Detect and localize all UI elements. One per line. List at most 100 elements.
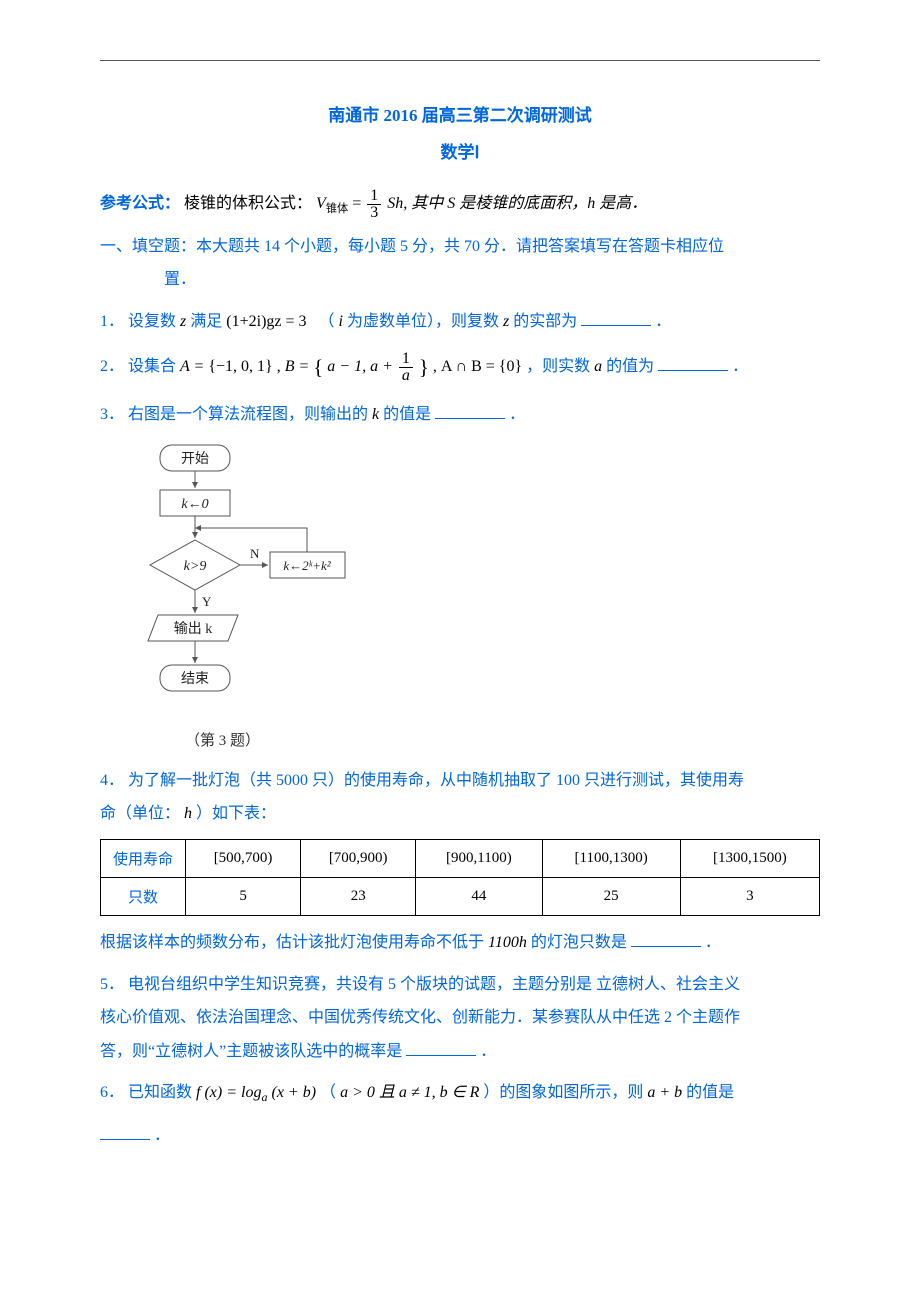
question-5-line1: 5． 电视台组织中学生知识竞赛，共设有 5 个版块的试题，主题分别是 立德树人、… [100,968,820,1002]
q1-num: 1． [100,313,124,330]
q2-setA: {−1, 0, 1} [208,358,272,375]
q1-blank [581,309,651,326]
table-row-header: 使用寿命 [500,700) [700,900) [900,1100) [110… [101,839,820,877]
row1-hdr: 使用寿命 [101,839,186,877]
q6-sub-a: a [261,1091,267,1105]
q4b-pre: 根据该样本的频数分布，估计该批灯泡使用寿命不低于 [100,934,488,951]
q6-arg: (x + b) [271,1084,316,1101]
svg-text:N: N [250,546,260,561]
svg-text:k←2ᵏ+k²: k←2ᵏ+k² [283,558,331,573]
lifespan-table: 使用寿命 [500,700) [700,900) [900,1100) [110… [100,839,820,916]
question-4-line2: 命（单位： h ）如下表： [100,797,820,831]
svg-text:k←0: k←0 [181,497,208,512]
q2-Beq: B = [285,358,314,375]
q5-period: ． [480,1043,496,1060]
q3-text: 右图是一个算法流程图，则输出的 [128,406,372,423]
q2-frac: 1 a [399,351,413,384]
formula-label: 参考公式： [100,195,180,212]
q5-l1: 电视台组织中学生知识竞赛，共设有 5 个版块的试题，主题分别是 立德树人、社会主… [128,976,740,993]
question-2: 2． 设集合 A = {−1, 0, 1} , B = { a − 1, a +… [100,346,820,390]
q2-setB-item1: a − 1, a + [327,358,397,375]
q6-num: 6． [100,1084,124,1101]
q2-blank [658,354,728,371]
q1-mid3: 为虚数单位），则复数 [347,313,503,330]
q2-a: a [594,358,602,375]
q4-num: 4． [100,772,124,789]
q1-mid1: 满足 [190,313,226,330]
q2-num: 2． [100,358,124,375]
eq-sign: = [352,195,365,212]
question-4-line1: 4． 为了解一批灯泡（共 5000 只）的使用寿命，从中随机抽取了 100 只进… [100,764,820,798]
q6-pre: 已知函数 [128,1084,196,1101]
formula-rest: Sh, 其中 S 是棱锥的底面积，h 是高． [387,195,647,212]
q4b-period: ． [705,934,721,951]
q1-tail: 的实部为 [513,313,577,330]
one-third: 1 3 [367,188,381,221]
formula-text-before: 棱锥的体积公式： [184,195,312,212]
question-6-blank-line: ． [100,1119,820,1153]
q2-setB-close: } [419,356,429,379]
q2-c1: , [277,358,285,375]
q1-z: z [180,313,186,330]
q6-cond: a > 0 且 a ≠ 1, b ∈ R [340,1084,479,1101]
question-6: 6． 已知函数 f (x) = loga (x + b) （ a > 0 且 a… [100,1076,820,1110]
section1-heading: 一、填空题：本大题共 14 个小题，每小题 5 分，共 70 分．请把答案填写在… [100,230,820,297]
q5-blank [406,1039,476,1056]
section1-line2: 置． [132,271,196,288]
svg-text:开始: 开始 [181,451,209,467]
q3-period: ． [509,406,525,423]
q4-l2pre: 命（单位： [100,805,180,822]
doc-title: 南通市 2016 届高三第二次调研测试 [100,101,820,126]
row2-hdr: 只数 [101,877,186,915]
doc-subtitle: 数学Ⅰ [100,138,820,163]
q4-l1: 为了解一批灯泡（共 5000 只）的使用寿命，从中随机抽取了 100 只进行测试… [128,772,744,789]
q3-blank [435,402,505,419]
count-3: 25 [542,877,680,915]
count-4: 3 [680,877,819,915]
count-0: 5 [186,877,301,915]
q2-c2: , [433,358,441,375]
q6-period: ． [154,1127,170,1144]
q4-unit: h [184,805,192,822]
q4b-tail: 的灯泡只数是 [531,934,627,951]
q6-popen: （ [320,1084,336,1101]
interval-2: [900,1100) [416,839,542,877]
q2-mid: ，则实数 [526,358,594,375]
interval-3: [1100,1300) [542,839,680,877]
top-rule [100,60,820,61]
svg-text:输出 k: 输出 k [174,621,213,637]
q6-ab: a + b [647,1084,682,1101]
flowchart-svg: 开始 k←0 k>9 N k←2ᵏ+k² Y 输出 k 结束 [110,440,350,720]
q1-pre: 设复数 [128,313,180,330]
q1-expr: (1+2i)gz = 3 [226,313,306,330]
cone-V: V [316,195,326,212]
q2-tail: 的值为 [606,358,654,375]
cone-sub: 锥体 [326,203,348,215]
q2-setB-open: { [313,356,323,379]
q2-Aeq: A = [180,358,208,375]
formula-reference: 参考公式： 棱锥的体积公式： V锥体 = 1 3 Sh, 其中 S 是棱锥的底面… [100,187,820,222]
q2-pre: 设集合 [128,358,180,375]
q3-num: 3． [100,406,124,423]
question-4b: 根据该样本的频数分布，估计该批灯泡使用寿命不低于 1100h 的灯泡只数是 ． [100,926,820,960]
q4b-blank [631,930,701,947]
q1-mid2: （ [311,313,335,330]
q5-l3pre: 答，则“立德树人”主题被该队选中的概率是 [100,1043,402,1060]
count-2: 44 [416,877,542,915]
q2-inter: A ∩ B = {0} [441,358,522,375]
section1-line1: 一、填空题：本大题共 14 个小题，每小题 5 分，共 70 分．请把答案填写在… [100,238,724,255]
q6-tail: 的值是 [686,1084,734,1101]
svg-text:k>9: k>9 [184,559,207,574]
q6-blank [100,1126,150,1140]
q1-period: ． [655,313,671,330]
svg-text:Y: Y [202,594,212,609]
svg-text:结束: 结束 [181,671,209,687]
interval-4: [1300,1500) [680,839,819,877]
question-3: 3． 右图是一个算法流程图，则输出的 k 的值是 ． [100,398,820,432]
q3-k: k [372,406,379,423]
q6-pclose: ）的图象如图所示，则 [483,1084,647,1101]
q3-tail: 的值是 [383,406,431,423]
q6-f: f (x) = log [196,1084,261,1101]
flowchart: 开始 k←0 k>9 N k←2ᵏ+k² Y 输出 k 结束 [110,440,350,725]
interval-0: [500,700) [186,839,301,877]
